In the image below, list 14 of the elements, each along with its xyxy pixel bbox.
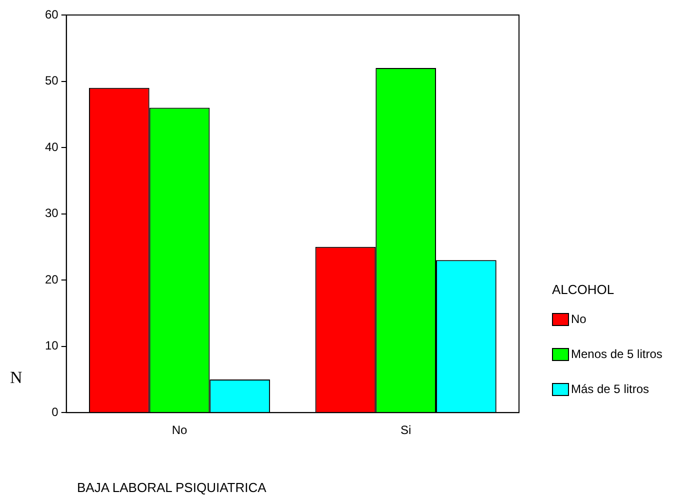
y-tick-label: 10 [44, 338, 59, 353]
y-tick-label: 30 [44, 206, 59, 220]
legend-label: Menos de 5 litros [571, 347, 662, 361]
legend-label: No [571, 312, 586, 326]
legend-title: ALCOHOL [552, 282, 616, 297]
y-tick-label: 0 [52, 404, 59, 419]
y-tick-label: 50 [44, 74, 59, 88]
x-axis-title: BAJA LABORAL PSIQUIATRICA [77, 480, 266, 495]
x-tick-label: Si [400, 423, 412, 438]
legend-label: Más de 5 litros [571, 382, 650, 396]
y-tick-label: 60 [44, 7, 59, 22]
y-tick-label: 40 [44, 140, 59, 154]
y-axis-title: N [10, 368, 22, 388]
y-tick-label: 20 [44, 272, 59, 286]
